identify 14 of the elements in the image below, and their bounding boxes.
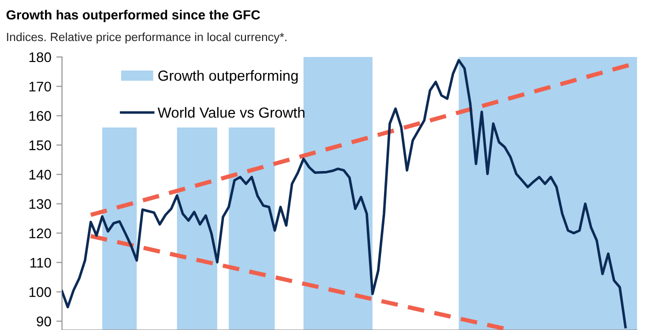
y-tick-label: 100 (29, 287, 52, 298)
legend-label: World Value vs Growth (158, 107, 304, 118)
chart-subtitle: Indices. Relative price performance in local currency*. (7, 32, 286, 44)
y-tick-label: 130 (29, 199, 52, 209)
y-tick-label: 120 (29, 228, 52, 238)
legend-label: Growth outperforming (158, 70, 298, 84)
y-tick-label: 160 (29, 111, 52, 121)
y-tick-label: 140 (29, 170, 52, 180)
y-tick-label: 90 (36, 316, 52, 326)
y-tick-label: 150 (29, 140, 52, 150)
y-tick-label: 170 (29, 82, 52, 92)
y-tick-label: 110 (30, 258, 52, 268)
chart-title: Growth has outperformed since the GFC (6, 10, 260, 22)
y-tick-label: 180 (29, 52, 52, 62)
